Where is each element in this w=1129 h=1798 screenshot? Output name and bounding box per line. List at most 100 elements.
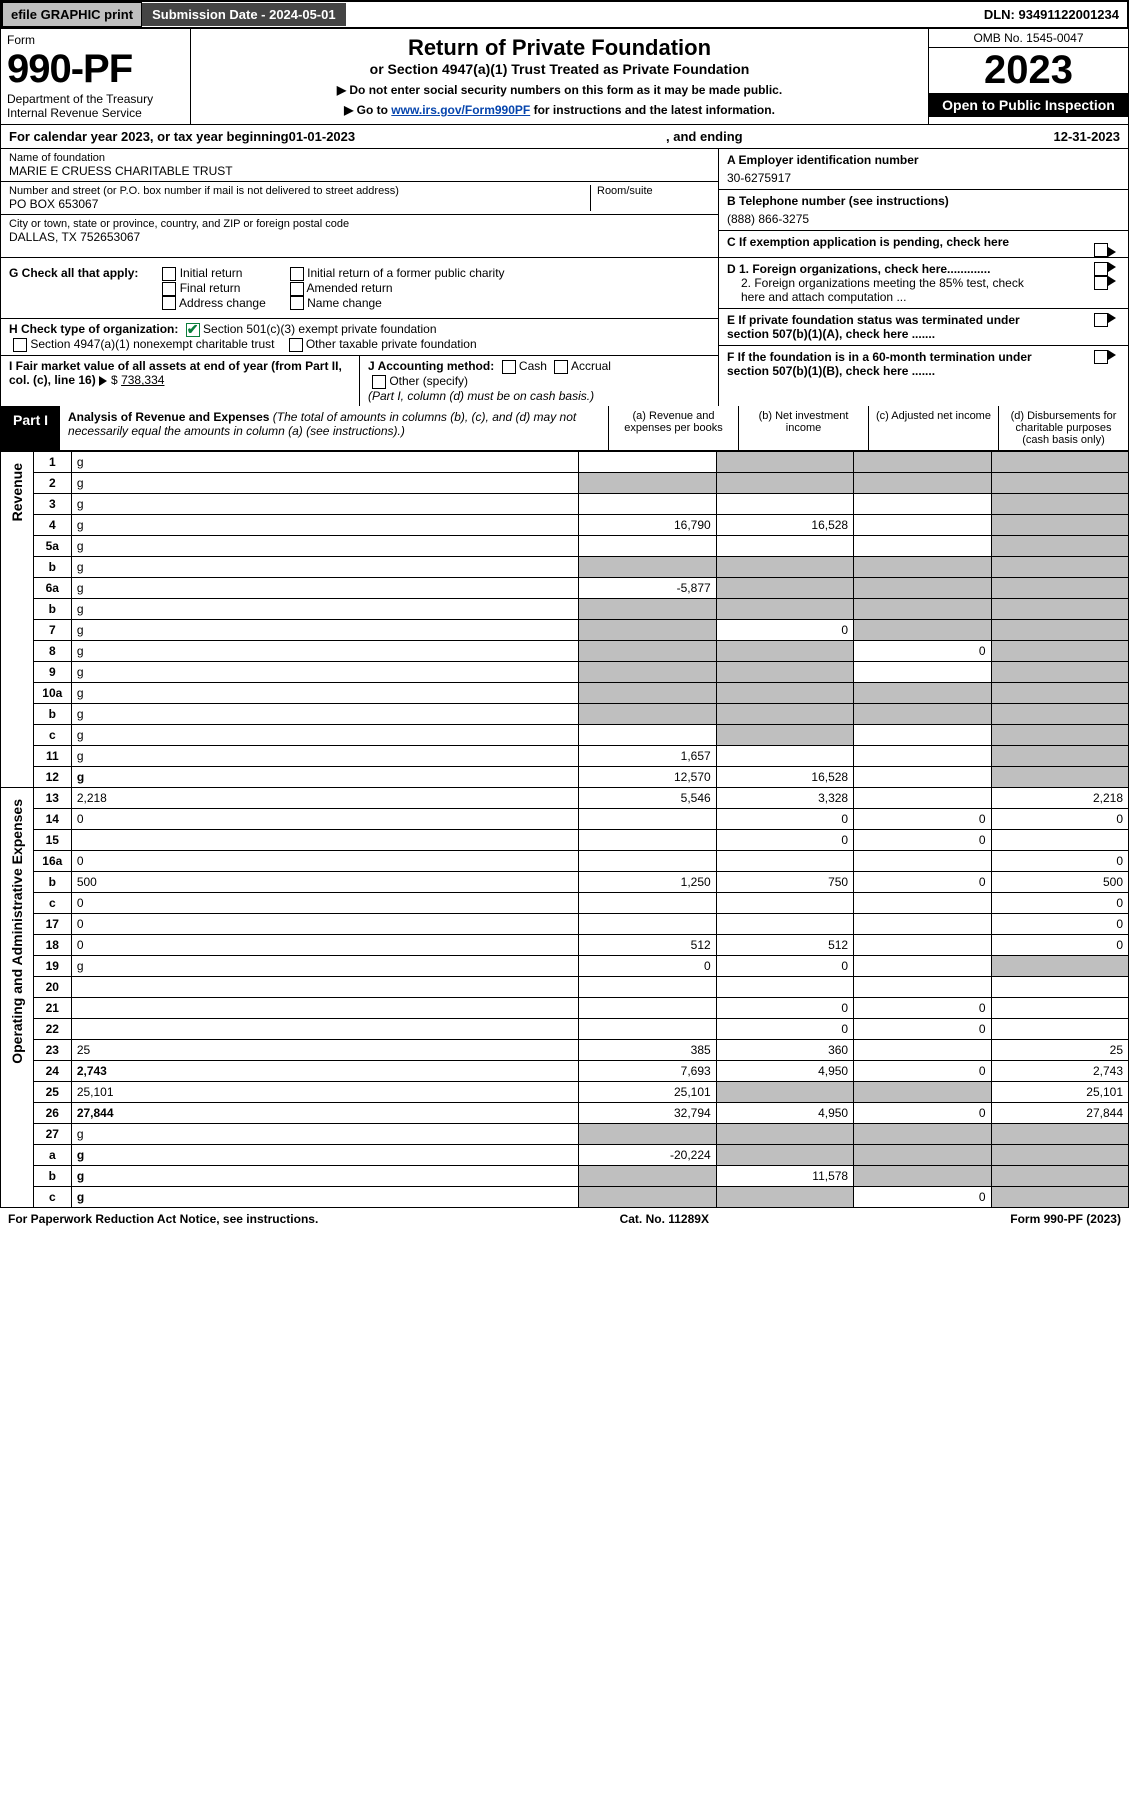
j-other: Other (specify) (389, 374, 468, 388)
d2-label: 2. Foreign organizations meeting the 85%… (727, 276, 1047, 304)
col-d-header: (d) Disbursements for charitable purpose… (998, 406, 1128, 450)
arrow-icon (1108, 247, 1116, 257)
city-label: City or town, state or province, country… (9, 218, 710, 230)
d2-checkbox[interactable] (1094, 276, 1108, 290)
accrual-checkbox[interactable] (554, 360, 568, 374)
h-opt-2: Section 4947(a)(1) nonexempt charitable … (30, 337, 274, 351)
address-change-checkbox[interactable] (162, 296, 176, 310)
name-change-checkbox[interactable] (290, 296, 304, 310)
open-public: Open to Public Inspection (929, 93, 1128, 117)
other-method-checkbox[interactable] (372, 375, 386, 389)
arrow-icon (1108, 350, 1116, 360)
i-block: I Fair market value of all assets at end… (1, 356, 360, 406)
g-label: G Check all that apply: (9, 266, 138, 280)
g-opt-0: Initial return (180, 266, 243, 280)
addr-label: Number and street (or P.O. box number if… (9, 185, 590, 197)
phone-box: B Telephone number (see instructions) (8… (719, 190, 1128, 231)
j-cash: Cash (519, 359, 547, 373)
foundation-name: MARIE E CRUESS CHARITABLE TRUST (9, 164, 710, 178)
g-h-block: G Check all that apply: Initial return F… (0, 257, 1129, 406)
dln: DLN: 93491122001234 (976, 3, 1127, 26)
i-value: 738,334 (121, 373, 164, 387)
part1-header: Part I Analysis of Revenue and Expenses … (0, 406, 1129, 451)
h-check-row: H Check type of organization: Section 50… (1, 319, 718, 356)
d1-label: D 1. Foreign organizations, check here..… (727, 262, 990, 276)
omb-number: OMB No. 1545-0047 (929, 29, 1128, 48)
g-opt-2: Address change (179, 296, 266, 310)
revenue-section-label: Revenue (7, 455, 27, 529)
j-accrual: Accrual (571, 359, 611, 373)
form-note1: ▶ Do not enter social security numbers o… (201, 83, 918, 97)
final-return-checkbox[interactable] (162, 282, 176, 296)
amended-return-checkbox[interactable] (290, 282, 304, 296)
efile-print-button[interactable]: efile GRAPHIC print (2, 2, 142, 27)
f-box: F If the foundation is in a 60-month ter… (719, 346, 1128, 382)
phone-value: (888) 866-3275 (727, 212, 1120, 226)
footer-mid: Cat. No. 11289X (620, 1212, 709, 1226)
4947-checkbox[interactable] (13, 338, 27, 352)
dept-label: Department of the Treasury (7, 92, 184, 106)
ein-box: A Employer identification number 30-6275… (719, 149, 1128, 190)
arrow-icon (99, 376, 107, 386)
cal-pre: For calendar year 2023, or tax year begi… (9, 129, 289, 144)
footer: For Paperwork Reduction Act Notice, see … (0, 1208, 1129, 1230)
g-opt-3: Initial return of a former public charit… (307, 266, 504, 280)
exemption-box: C If exemption application is pending, c… (719, 231, 1128, 253)
i-label: I Fair market value of all assets at end… (9, 359, 342, 387)
form-link[interactable]: www.irs.gov/Form990PF (391, 103, 530, 117)
part1-title: Analysis of Revenue and Expenses (68, 410, 269, 424)
name-field: Name of foundation MARIE E CRUESS CHARIT… (1, 149, 718, 182)
form-subtitle: or Section 4947(a)(1) Trust Treated as P… (201, 61, 918, 77)
g-opt-5: Name change (307, 296, 382, 310)
h-opt-1: Section 501(c)(3) exempt private foundat… (203, 322, 436, 336)
col-c-header: (c) Adjusted net income (868, 406, 998, 450)
tax-year: 2023 (929, 48, 1128, 93)
part1-title-block: Analysis of Revenue and Expenses (The to… (60, 406, 608, 450)
cal-end: 12-31-2023 (1054, 129, 1121, 144)
foundation-address: PO BOX 653067 (9, 197, 590, 211)
g-opt-4: Amended return (306, 281, 392, 295)
e-checkbox[interactable] (1094, 313, 1108, 327)
name-label: Name of foundation (9, 152, 710, 164)
footer-right: Form 990-PF (2023) (1010, 1212, 1121, 1226)
j-note: (Part I, column (d) must be on cash basi… (368, 389, 594, 403)
initial-former-checkbox[interactable] (290, 267, 304, 281)
form-label: Form (7, 33, 184, 47)
form-year-block: OMB No. 1545-0047 2023 Open to Public In… (928, 29, 1128, 124)
f-checkbox[interactable] (1094, 350, 1108, 364)
city-field: City or town, state or province, country… (1, 215, 718, 247)
form-number: 990-PF (7, 47, 184, 92)
initial-return-checkbox[interactable] (162, 267, 176, 281)
submission-date: Submission Date - 2024-05-01 (142, 3, 346, 26)
e-label: E If private foundation status was termi… (727, 313, 1047, 341)
f-label: F If the foundation is in a 60-month ter… (727, 350, 1047, 378)
exemption-label: C If exemption application is pending, c… (727, 235, 1009, 249)
part1-label: Part I (1, 406, 60, 450)
calendar-year-row: For calendar year 2023, or tax year begi… (0, 125, 1129, 149)
cal-mid: , and ending (355, 129, 1053, 144)
irs-label: Internal Revenue Service (7, 106, 184, 120)
form-note2: ▶ Go to www.irs.gov/Form990PF for instru… (201, 103, 918, 117)
other-taxable-checkbox[interactable] (289, 338, 303, 352)
col-b-header: (b) Net investment income (738, 406, 868, 450)
entity-info-block: Name of foundation MARIE E CRUESS CHARIT… (0, 149, 1129, 257)
j-block: J Accounting method: Cash Accrual Other … (360, 356, 718, 406)
arrow-icon (1108, 262, 1116, 272)
form-title: Return of Private Foundation (201, 35, 918, 61)
h-label: H Check type of organization: (9, 322, 178, 336)
form-title-block: Return of Private Foundation or Section … (191, 29, 928, 124)
501c3-checkbox[interactable] (186, 323, 200, 337)
arrow-icon (1108, 313, 1116, 323)
room-label: Room/suite (597, 185, 710, 197)
form-header-row: Form 990-PF Department of the Treasury I… (0, 29, 1129, 125)
j-label: J Accounting method: (368, 359, 494, 373)
ein-label: A Employer identification number (727, 153, 1120, 167)
d1-checkbox[interactable] (1094, 262, 1108, 276)
footer-left: For Paperwork Reduction Act Notice, see … (8, 1212, 318, 1226)
g-opt-1: Final return (180, 281, 241, 295)
exemption-checkbox[interactable] (1094, 243, 1108, 257)
col-a-header: (a) Revenue and expenses per books (608, 406, 738, 450)
note2-post: for instructions and the latest informat… (530, 103, 775, 117)
cash-checkbox[interactable] (502, 360, 516, 374)
cal-begin: 01-01-2023 (289, 129, 356, 144)
